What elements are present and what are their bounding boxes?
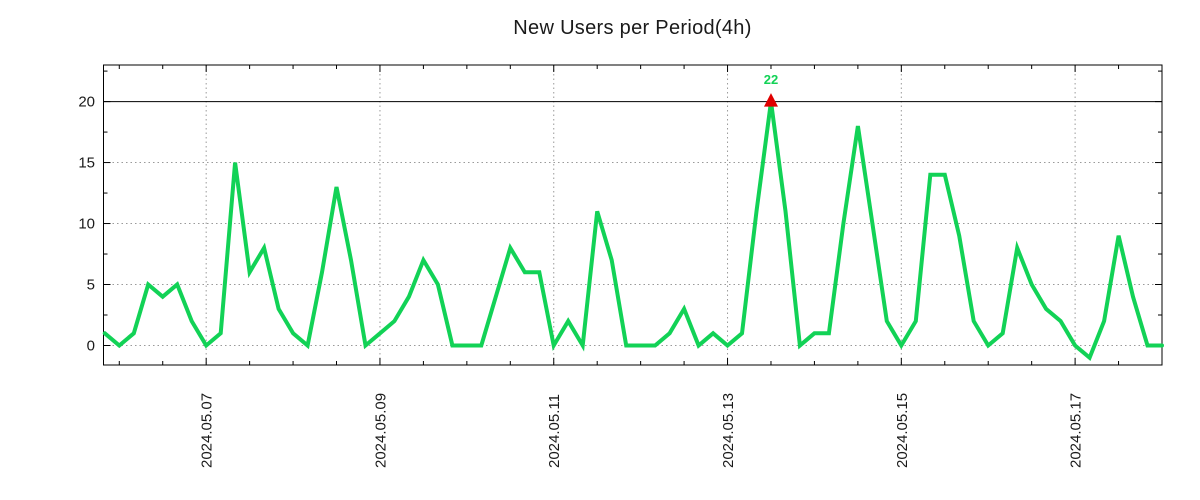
x-tick-label: 2024.05.11 (546, 394, 563, 468)
y-tick-label: 5 (87, 277, 95, 294)
peak-value-label: 22 (764, 72, 778, 87)
chart-title: New Users per Period(4h) (513, 17, 752, 39)
x-tick-label: 2024.05.17 (1068, 393, 1085, 468)
y-tick-label: 10 (78, 216, 95, 233)
x-tick-label: 2024.05.07 (199, 393, 216, 468)
y-tick-label: 15 (78, 155, 95, 172)
x-tick-label: 2024.05.09 (372, 393, 389, 468)
peak-marker-triangle-icon (763, 93, 778, 107)
data-line (102, 101, 1164, 362)
plot-border (103, 64, 1163, 366)
x-tick-label: 2024.05.15 (894, 393, 911, 468)
y-tick-label: 20 (78, 94, 95, 111)
x-tick-label: 2024.05.13 (720, 393, 737, 468)
y-tick-label: 0 (87, 337, 95, 354)
